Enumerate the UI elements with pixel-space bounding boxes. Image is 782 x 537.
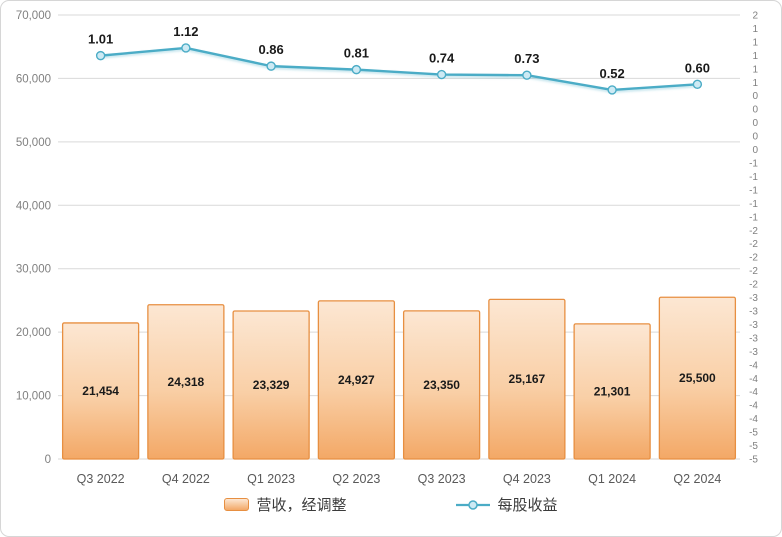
svg-text:Q1 2024: Q1 2024 [588,472,636,486]
bar-Q3 2022 [61,322,140,460]
bar-Q4 2022 [147,304,225,460]
svg-text:1: 1 [752,37,758,48]
svg-text:-4: -4 [749,414,758,425]
svg-text:0: 0 [45,454,51,466]
legend-label-eps: 每股收益 [497,498,558,514]
svg-text:60,000: 60,000 [16,73,51,85]
svg-text:10,000: 10,000 [16,391,51,403]
svg-text:-2: -2 [749,266,758,277]
svg-text:0.74: 0.74 [429,51,455,66]
svg-text:0: 0 [752,91,758,102]
bar-data-labels: 21,454 24,318 23,329 24,927 23,350 25,167 21,3… [82,371,716,398]
svg-text:21,454: 21,454 [82,384,119,398]
svg-text:70,000: 70,000 [16,10,51,22]
svg-text:1: 1 [752,78,758,89]
svg-text:-3: -3 [749,293,758,304]
svg-text:-5: -5 [749,455,758,466]
svg-text:-5: -5 [749,428,758,439]
svg-text:1.12: 1.12 [173,24,198,39]
svg-text:-3: -3 [749,347,758,358]
svg-text:23,350: 23,350 [423,378,460,392]
svg-text:-3: -3 [749,320,758,331]
svg-text:0.73: 0.73 [514,51,539,66]
svg-text:-1: -1 [749,172,758,183]
svg-text:Q2 2024: Q2 2024 [673,472,721,486]
svg-text:Q4 2023: Q4 2023 [503,472,551,486]
bar-Q2 2024 [658,296,737,460]
bar-Q1 2023 [232,310,310,460]
svg-text:-1: -1 [749,199,758,210]
svg-text:Q3 2023: Q3 2023 [418,472,466,486]
svg-text:-4: -4 [749,360,758,371]
svg-text:25,167: 25,167 [509,372,546,386]
legend-item-eps: 每股收益 [455,494,558,515]
svg-text:Q3 2022: Q3 2022 [77,472,125,486]
line-series-swatch-icon [455,499,490,510]
svg-text:0: 0 [752,105,758,116]
svg-text:-3: -3 [749,333,758,344]
svg-text:20,000: 20,000 [16,327,51,339]
svg-text:-1: -1 [749,185,758,196]
chart-legend: 营收，经调整 每股收益 [1,494,781,515]
svg-text:-4: -4 [749,374,758,385]
svg-text:0.60: 0.60 [685,60,710,75]
svg-text:0: 0 [752,118,758,129]
legend-item-revenue: 营收，经调整 [224,494,347,515]
svg-text:23,329: 23,329 [253,378,290,392]
svg-text:Q1 2023: Q1 2023 [247,472,295,486]
svg-text:-2: -2 [749,253,758,264]
svg-text:2: 2 [752,11,758,22]
svg-text:25,500: 25,500 [679,371,716,385]
svg-text:0.86: 0.86 [258,42,283,57]
svg-text:-4: -4 [749,401,758,412]
line-series [95,43,703,95]
svg-text:40,000: 40,000 [16,200,51,212]
svg-text:-1: -1 [749,212,758,223]
legend-label-revenue: 营收，经调整 [256,498,347,514]
bar-series-swatch-icon [224,498,250,511]
bar-Q3 2023 [402,310,481,460]
category-axis-labels: Q3 2022 Q4 2022 Q1 2023 Q2 2023 Q3 2023 Q4 20… [77,472,722,486]
svg-text:-2: -2 [749,226,758,237]
svg-text:30,000: 30,000 [16,264,51,276]
bar-Q2 2023 [317,300,396,460]
svg-text:0: 0 [752,132,758,143]
svg-text:Q2 2023: Q2 2023 [332,472,380,486]
svg-text:-2: -2 [749,239,758,250]
svg-text:-1: -1 [749,159,758,170]
svg-text:-4: -4 [749,387,758,398]
line-data-labels: 1.01 1.12 0.86 0.81 0.74 0.73 0.52 0.60 [88,24,710,81]
svg-text:0.81: 0.81 [344,46,369,61]
svg-text:1: 1 [752,64,758,75]
svg-text:50,000: 50,000 [16,137,51,149]
svg-text:-5: -5 [749,441,758,452]
bar-series [61,296,737,460]
svg-text:0: 0 [752,145,758,156]
svg-text:1: 1 [752,51,758,62]
svg-text:-2: -2 [749,280,758,291]
svg-text:0.52: 0.52 [599,66,624,81]
svg-text:1.01: 1.01 [88,32,113,47]
bar-Q1 2024 [573,323,651,460]
bar-Q4 2023 [488,298,566,460]
svg-text:-3: -3 [749,307,758,318]
right-axis-tick-labels: 2 1 1 1 1 1 0 0 0 0 0 -1 -1 -1 -1 -1 -2 -2 -2 -2 -2 -3 -3 -3 -3 -… [749,11,758,466]
svg-text:24,318: 24,318 [168,375,205,389]
svg-text:Q4 2022: Q4 2022 [162,472,210,486]
svg-text:21,301: 21,301 [594,384,631,398]
svg-text:1: 1 [752,24,758,35]
left-axis-tick-labels: 70,000 60,000 50,000 40,000 30,000 20,000 10,0… [16,10,51,466]
svg-text:24,927: 24,927 [338,373,375,387]
